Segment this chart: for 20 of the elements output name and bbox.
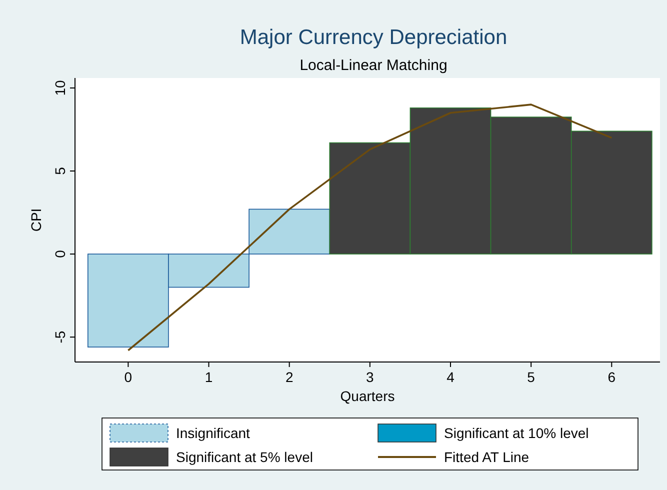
legend-label: Fitted AT Line [444,449,530,465]
y-tick-label: 5 [52,166,68,175]
x-tick-label: 0 [124,369,132,385]
x-tick-label: 5 [527,369,536,385]
x-tick-label: 1 [204,369,213,385]
chart-subtitle: Local-Linear Matching [300,57,448,74]
chart-title: Major Currency Depreciation [240,26,508,49]
x-tick-label: 3 [366,369,374,385]
legend-label: Insignificant [176,425,250,441]
x-axis-title: Quarters [340,388,395,404]
x-tick-label: 4 [446,369,455,385]
y-tick-label: 0 [52,250,68,258]
y-tick-label: -5 [52,330,68,344]
line-series [127,104,613,352]
legend-label: Significant at 5% level [176,449,313,465]
y-tick-label: 10 [52,80,68,96]
y-axis-title: CPI [28,208,44,232]
legend-label: Significant at 10% level [444,425,589,441]
x-tick-label: 2 [285,369,294,385]
x-tick-label: 6 [608,369,616,385]
